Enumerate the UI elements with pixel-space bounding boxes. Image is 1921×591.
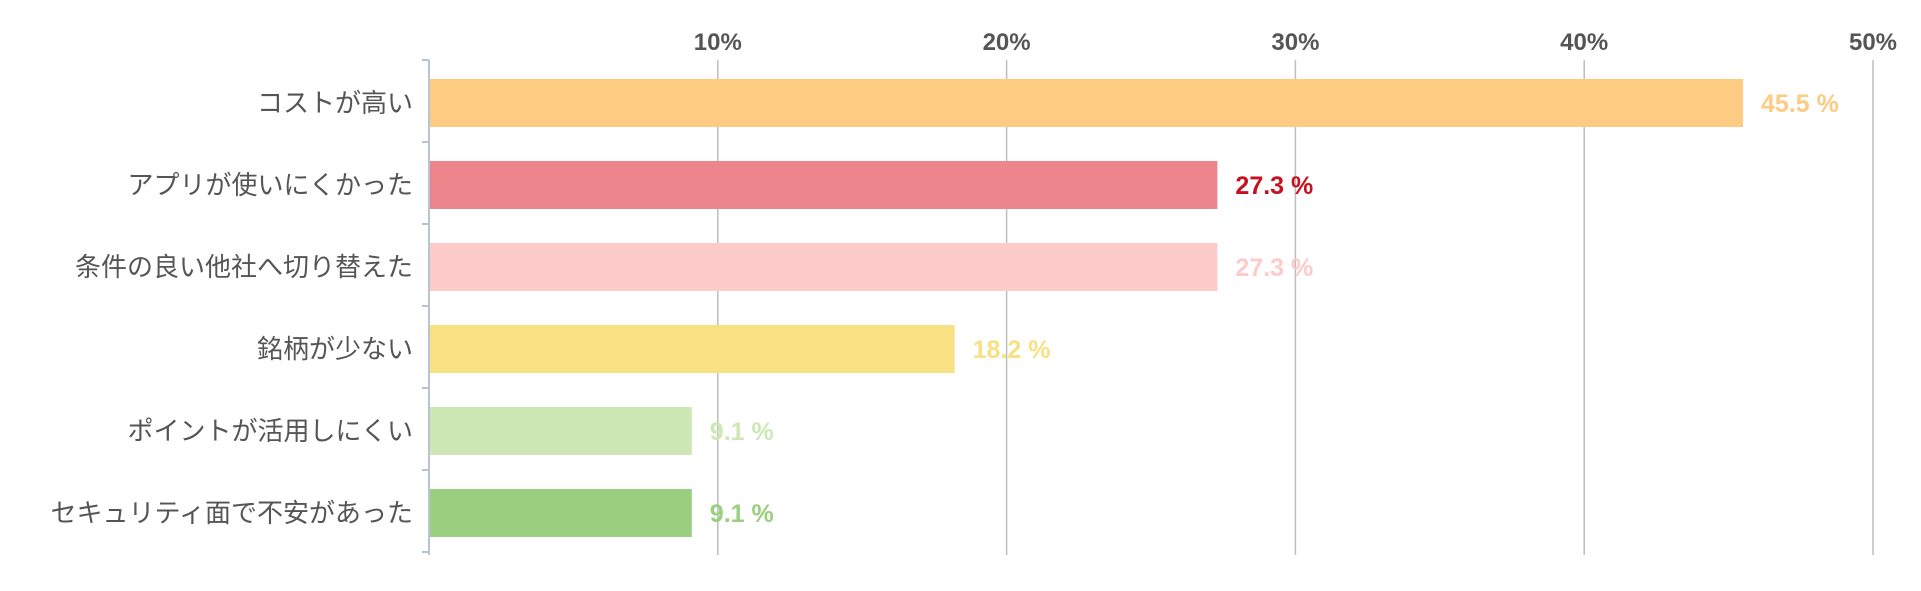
category-label: アプリが使いにくかった [128, 171, 413, 201]
category-label: セキュリティ面で不安があった [51, 499, 413, 529]
x-tick-label: 50% [1849, 29, 1897, 56]
gridlines [717, 60, 1874, 555]
x-axis-ticks: 10% 20% 30% 40% 50% [694, 29, 1897, 56]
category-labels: コストが高いアプリが使いにくかった条件の良い他社へ切り替えた銘柄が少ないポイント… [51, 89, 413, 529]
category-label: 銘柄が少ない [257, 335, 413, 365]
bar [429, 161, 1218, 209]
value-label: 27.3 % [1235, 254, 1313, 282]
y-axis [422, 59, 430, 555]
category-label: 条件の良い他社へ切り替えた [75, 253, 413, 283]
category-label: コストが高い [257, 89, 413, 119]
value-labels: 45.5 % 27.3 % 27.3 % 18.2 % 9.1 % 9.1 % [710, 90, 1839, 528]
x-tick-label: 40% [1560, 29, 1608, 56]
bar [429, 489, 692, 537]
value-label: 45.5 % [1761, 90, 1839, 118]
value-label: 27.3 % [1235, 172, 1313, 200]
bar [429, 407, 692, 455]
value-label: 9.1 % [710, 500, 774, 528]
bar [429, 79, 1744, 127]
value-label: 18.2 % [973, 336, 1051, 364]
x-tick-label: 30% [1271, 29, 1319, 56]
value-label: 9.1 % [710, 418, 774, 446]
x-tick-label: 20% [983, 29, 1031, 56]
category-label: ポイントが活用しにくい [128, 417, 413, 447]
bar [429, 243, 1218, 291]
x-tick-label: 10% [694, 29, 742, 56]
bar [429, 325, 955, 373]
bars [429, 79, 1744, 537]
